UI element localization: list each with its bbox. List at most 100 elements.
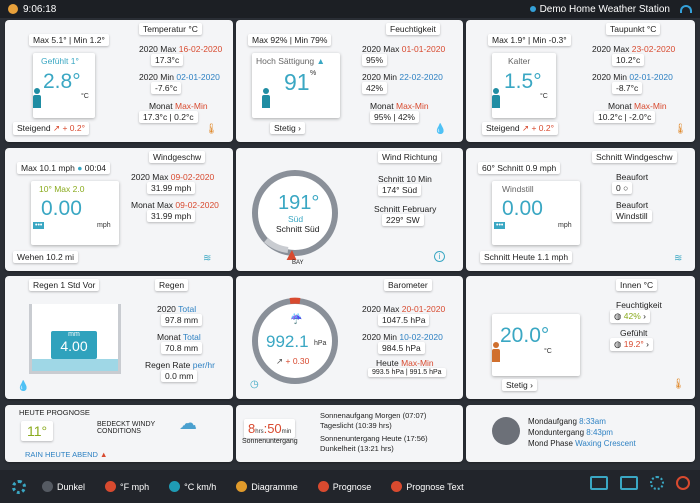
windavg-title: Schnitt Windgeschw xyxy=(592,151,677,163)
wind-gust-label: Wehen 10.2 mi xyxy=(17,252,75,262)
windavg-r2-value: Windstill xyxy=(612,210,652,222)
person-icon xyxy=(492,342,500,362)
temp-trend: Steigend ↗ + 0.2° xyxy=(13,122,89,135)
rain-title: Regen xyxy=(155,279,189,291)
trend-up-icon: ↗ xyxy=(521,123,530,133)
rain-r2-highlight: Total xyxy=(182,332,201,342)
forecast-condition: BEDECKT WINDY CONDITIONS xyxy=(97,421,156,435)
toggle-imperial[interactable]: °F mph xyxy=(105,481,149,492)
baro-r2-value: 984.5 hPa xyxy=(378,342,425,354)
refresh-icon[interactable] xyxy=(650,476,664,490)
rain-r3-label: Regen Rate xyxy=(145,360,191,370)
wind-r2-value: 31.99 mph xyxy=(147,210,196,222)
forecast-card[interactable]: HEUTE PROGNOSE 11° BEDECKT WINDY CONDITI… xyxy=(5,405,233,462)
sun-countdown: 8hrs:50min xyxy=(244,419,296,438)
avg-wind-card[interactable]: 60° Schnitt 0.9 mph Schnitt Windgeschw W… xyxy=(466,148,695,271)
temp-r3-value: 17.3°c | 0.2°c xyxy=(139,111,198,123)
indoor-box xyxy=(492,314,580,376)
tv-icon[interactable] xyxy=(590,476,608,490)
gauge-icon: ◷ xyxy=(250,379,259,390)
monitor-icon[interactable] xyxy=(620,476,638,490)
wind-title: Windgeschw xyxy=(149,151,206,163)
forecast-button[interactable]: Prognose xyxy=(317,481,371,492)
indoor-r1-value: 42% xyxy=(623,311,641,321)
wind-r2-date: 09-02-2020 xyxy=(175,200,219,210)
top-bar: 9:06:18 Demo Home Weather Station xyxy=(0,0,700,18)
wind-icon: ≋ xyxy=(203,253,212,264)
station-name[interactable]: Demo Home Weather Station xyxy=(529,4,692,15)
temp-feels-like: Gefühlt 1° xyxy=(41,56,79,66)
temperature-card[interactable]: Max 5.1° | Min 1.2° Temperatur °C Gefühl… xyxy=(5,20,233,142)
sun-hrs-unit: hrs xyxy=(255,429,264,435)
wind-r1-date: 09-02-2020 xyxy=(170,172,215,182)
rain-r2-label: Monat xyxy=(157,332,181,342)
winddir-r2-value: 229° SW xyxy=(382,214,424,226)
wind-box xyxy=(31,181,119,245)
rain-r1-label: 2020 xyxy=(157,304,176,314)
temp-r2-date: 02-01-2020 xyxy=(176,72,220,82)
sun-min-unit: min xyxy=(281,429,292,435)
person-icon xyxy=(492,88,500,108)
moon-card[interactable]: Mondaufgang 8:33am Monduntergang 8:43pm … xyxy=(466,405,695,462)
clock-icon xyxy=(8,4,18,14)
rain-gauge-value: 4.00 xyxy=(60,338,88,354)
globe-icon: ◍ xyxy=(614,339,622,349)
compass-dial xyxy=(252,170,338,260)
toggle-dark[interactable]: Dunkel xyxy=(42,481,85,492)
wifi-icon xyxy=(680,5,692,13)
dewpoint-card[interactable]: Max 1.9° | Min -0.3° Taupunkt °C Kalter … xyxy=(466,20,695,142)
temp-r1-label: 2020 Max xyxy=(139,44,177,54)
winddir-r2-label: Schnitt February xyxy=(374,204,437,214)
info-icon[interactable]: i xyxy=(434,251,445,262)
temp-max: Max 5.1° xyxy=(33,35,67,45)
toggle-metric[interactable]: °C km/h xyxy=(169,481,216,492)
sun-card[interactable]: 8hrs:50min Sonnenuntergang Sonnenaufgang… xyxy=(236,405,463,462)
rain-r3-highlight: per/hr xyxy=(192,360,215,370)
indoor-r1[interactable]: ◍ 42% › xyxy=(610,310,651,323)
rain-card[interactable]: Regen 1 Std Vor Regen mm 4.00 2020 Total… xyxy=(5,276,233,399)
wind-direction-card[interactable]: Wind Richtung 191° Süd Schnitt Süd BAY S… xyxy=(236,148,463,271)
indoor-card[interactable]: Innen °C 20.0° °C Stetig › Feuchtigkeit … xyxy=(466,276,695,399)
gear-icon[interactable] xyxy=(12,479,26,494)
humidity-card[interactable]: Max 92% | Min 79% Feuchtigkeit Hoch Sätt… xyxy=(236,20,463,142)
indoor-trend[interactable]: Stetig › xyxy=(502,379,537,391)
forecast-text-button[interactable]: Prognose Text xyxy=(391,481,464,492)
baro-r3-label: Heute xyxy=(376,358,399,368)
hum-state-label: Hoch Sättigung xyxy=(256,56,315,66)
indoor-r2[interactable]: ◍ 19.2° › xyxy=(610,338,653,351)
wind-icon: ≋ xyxy=(674,253,683,264)
temp-min: Min 1.2° xyxy=(73,35,105,45)
moon-icon xyxy=(492,417,520,445)
droplet-icon: 💧 xyxy=(17,381,30,392)
hum-state: Hoch Sättigung ▲ xyxy=(256,56,325,66)
dew-trend: Steigend ↗ + 0.2° xyxy=(482,122,558,135)
temp-r2: 2020 Min 02-01-2020 xyxy=(139,72,220,82)
hum-max: Max 92% xyxy=(252,35,288,45)
droplet-icon: 💧 xyxy=(434,124,447,135)
wind-speed-card[interactable]: Max 10.1 mph ● 00:04 Windgeschw 10° Max … xyxy=(5,148,233,271)
thermometer-icon: 🌡 xyxy=(205,124,218,135)
charts-button[interactable]: Diagramme xyxy=(236,481,298,492)
hum-trend[interactable]: Stetig › xyxy=(270,122,305,134)
trend-up-icon: ↗ xyxy=(52,123,61,133)
dashboard-grid: Max 5.1° | Min 1.2° Temperatur °C Gefühl… xyxy=(5,20,695,462)
thermometer-icon: 🌡 xyxy=(672,379,685,390)
bottom-right-controls xyxy=(590,476,690,490)
hum-r2: 2020 Min 22-02-2020 xyxy=(362,72,443,82)
windavg-today: Schnitt Heute 1.1 mph xyxy=(480,251,573,263)
rain-gauge-unit: mm xyxy=(68,331,80,338)
wind-r2: Monat Max 09-02-2020 xyxy=(131,200,219,210)
barometer-card[interactable]: Barometer ☔ 992.1 hPa ↗ + 0.30 ◷ 2020 Ma… xyxy=(236,276,463,399)
sun-hours: 8 xyxy=(248,421,256,436)
windavg-r1: 0 ○ xyxy=(612,182,633,194)
indoor-title: Innen °C xyxy=(616,279,658,291)
forecast-dot xyxy=(317,481,329,492)
forecast-rain: RAIN HEUTE ABEND ▲ xyxy=(25,450,107,459)
indoor-r1-label: Feuchtigkeit xyxy=(616,300,662,310)
hum-r3-highlight: Max-Min xyxy=(396,101,429,111)
wind-max-time: 00:04 xyxy=(84,163,107,173)
windavg-state: Windstill xyxy=(502,184,534,194)
theme-icon[interactable] xyxy=(676,476,690,490)
indoor-value: 20.0° xyxy=(500,324,550,347)
dew-r3-highlight: Max-Min xyxy=(634,101,667,111)
